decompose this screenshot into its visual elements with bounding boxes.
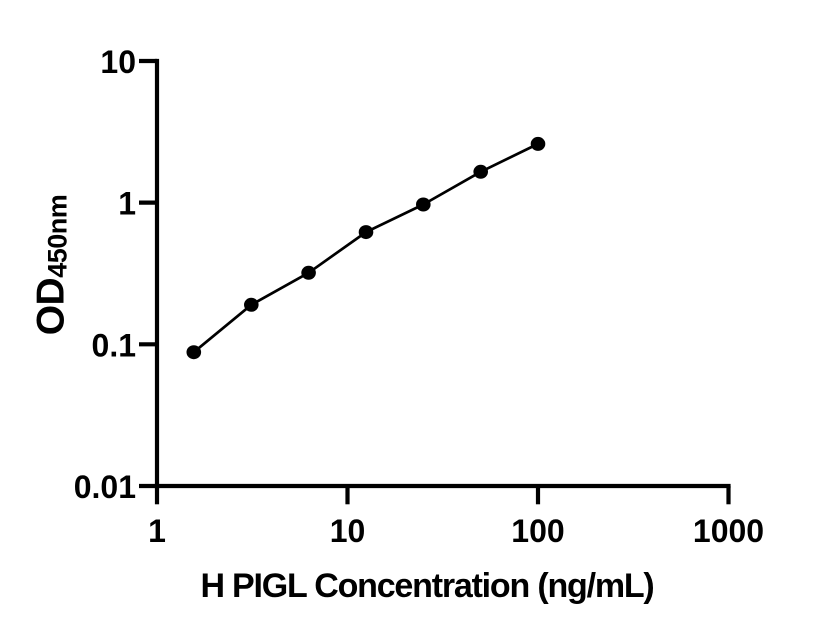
x-tick-label: 1	[148, 513, 166, 549]
data-point	[416, 197, 431, 212]
data-point	[530, 136, 546, 151]
x-tick-label: 1000	[693, 513, 764, 549]
data-point	[473, 164, 489, 179]
y-tick-label: 0.1	[92, 327, 136, 363]
x-tick-label: 100	[511, 513, 564, 549]
data-point	[301, 265, 316, 280]
y-axis-label: OD450nm	[29, 194, 73, 336]
y-tick-label: 1	[118, 186, 136, 222]
y-tick-label: 0.01	[74, 469, 136, 505]
y-tick-label: 10	[100, 44, 136, 80]
y-axis-label-subscript: 450nm	[42, 194, 73, 278]
y-axis-label-main: OD	[29, 277, 73, 336]
x-tick-label: 10	[330, 513, 366, 549]
data-point	[186, 345, 202, 360]
data-point	[244, 297, 259, 312]
x-axis-label: H PIGL Concentration (ng/mL)	[200, 567, 654, 605]
data-point	[358, 225, 374, 240]
